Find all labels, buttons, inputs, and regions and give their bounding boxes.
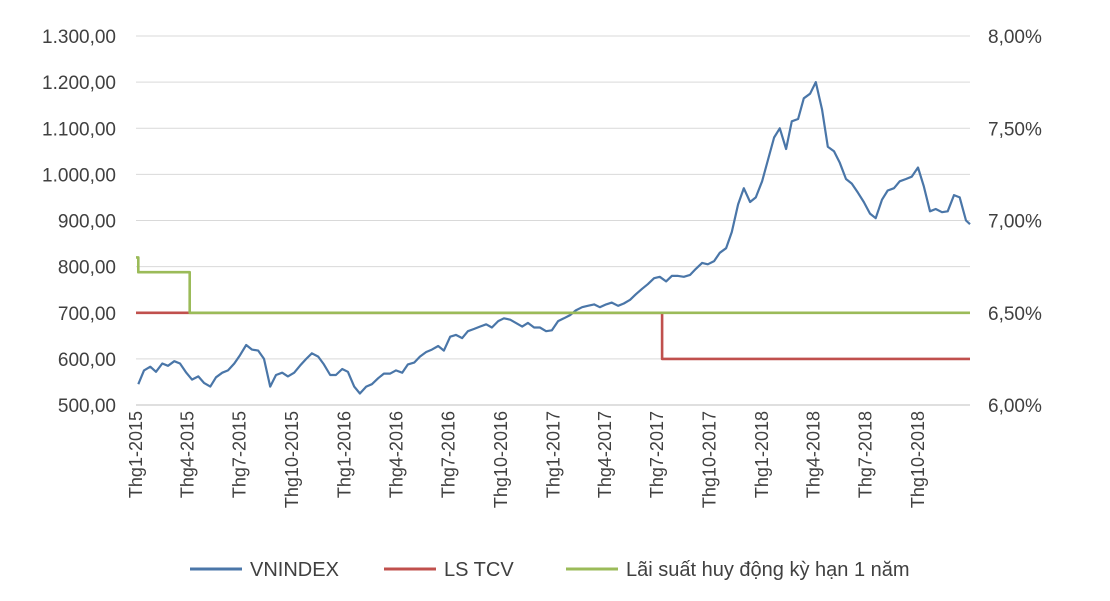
left-tick-label: 1.100,00 [42, 119, 116, 140]
x-tick-label: Thg7-2015 [229, 411, 249, 498]
x-tick-label: Thg7-2018 [855, 411, 875, 498]
right-tick-label: 6,50% [988, 304, 1042, 325]
series-line-3 [136, 256, 970, 315]
left-tick-label: 800,00 [58, 258, 116, 279]
x-tick-label: Thg1-2018 [752, 411, 772, 498]
x-tick-label: Thg1-2017 [544, 411, 564, 498]
left-tick-label: 900,00 [58, 212, 116, 233]
x-tick-label: Thg4-2018 [803, 411, 823, 498]
x-tick-label: Thg10-2015 [282, 411, 302, 508]
right-tick-label: 7,50% [988, 119, 1042, 140]
series-line-1 [137, 80, 971, 395]
right-axis: 6,00% 6,50% 7,00% 7,50% 8,00% [988, 27, 1042, 417]
x-tick-label: Thg10-2018 [908, 411, 928, 508]
x-tick-label: Thg7-2016 [438, 411, 458, 498]
legend-label: LS TCV [444, 559, 514, 581]
legend-label: Lãi suất huy động kỳ hạn 1 năm [626, 559, 910, 581]
x-tick-label: Thg10-2017 [700, 411, 720, 508]
x-tick-label: Thg10-2016 [491, 411, 511, 508]
legend-label: VNINDEX [250, 559, 339, 581]
x-tick-label: Thg1-2016 [335, 411, 355, 498]
x-tick-label: Thg4-2015 [177, 411, 197, 498]
series-lines [136, 80, 971, 395]
gridlines [136, 35, 970, 406]
right-tick-label: 7,00% [988, 212, 1042, 233]
x-tick-label: Thg7-2017 [647, 411, 667, 498]
x-tick-label: Thg4-2016 [386, 411, 406, 498]
right-tick-label: 6,00% [988, 396, 1042, 417]
x-tick-label: Thg1-2015 [126, 411, 146, 498]
left-tick-label: 600,00 [58, 350, 116, 371]
x-axis: Thg1-2015 Thg4-2015 Thg7-2015 Thg10-2015 Thg… [126, 404, 970, 508]
left-axis: 500,00 600,00 700,00 800,00 900,00 1.000,00 1.… [42, 27, 116, 417]
legend: VNINDEX LS TCV Lãi suất huy động kỳ hạn 1 … [190, 559, 910, 581]
left-tick-label: 1.000,00 [42, 165, 116, 186]
left-tick-label: 1.300,00 [42, 27, 116, 48]
left-tick-label: 700,00 [58, 304, 116, 325]
x-tick-label: Thg4-2017 [595, 411, 615, 498]
right-tick-label: 8,00% [988, 27, 1042, 48]
left-tick-label: 500,00 [58, 396, 116, 417]
left-tick-label: 1.200,00 [42, 73, 116, 94]
series-line-2 [136, 311, 970, 361]
